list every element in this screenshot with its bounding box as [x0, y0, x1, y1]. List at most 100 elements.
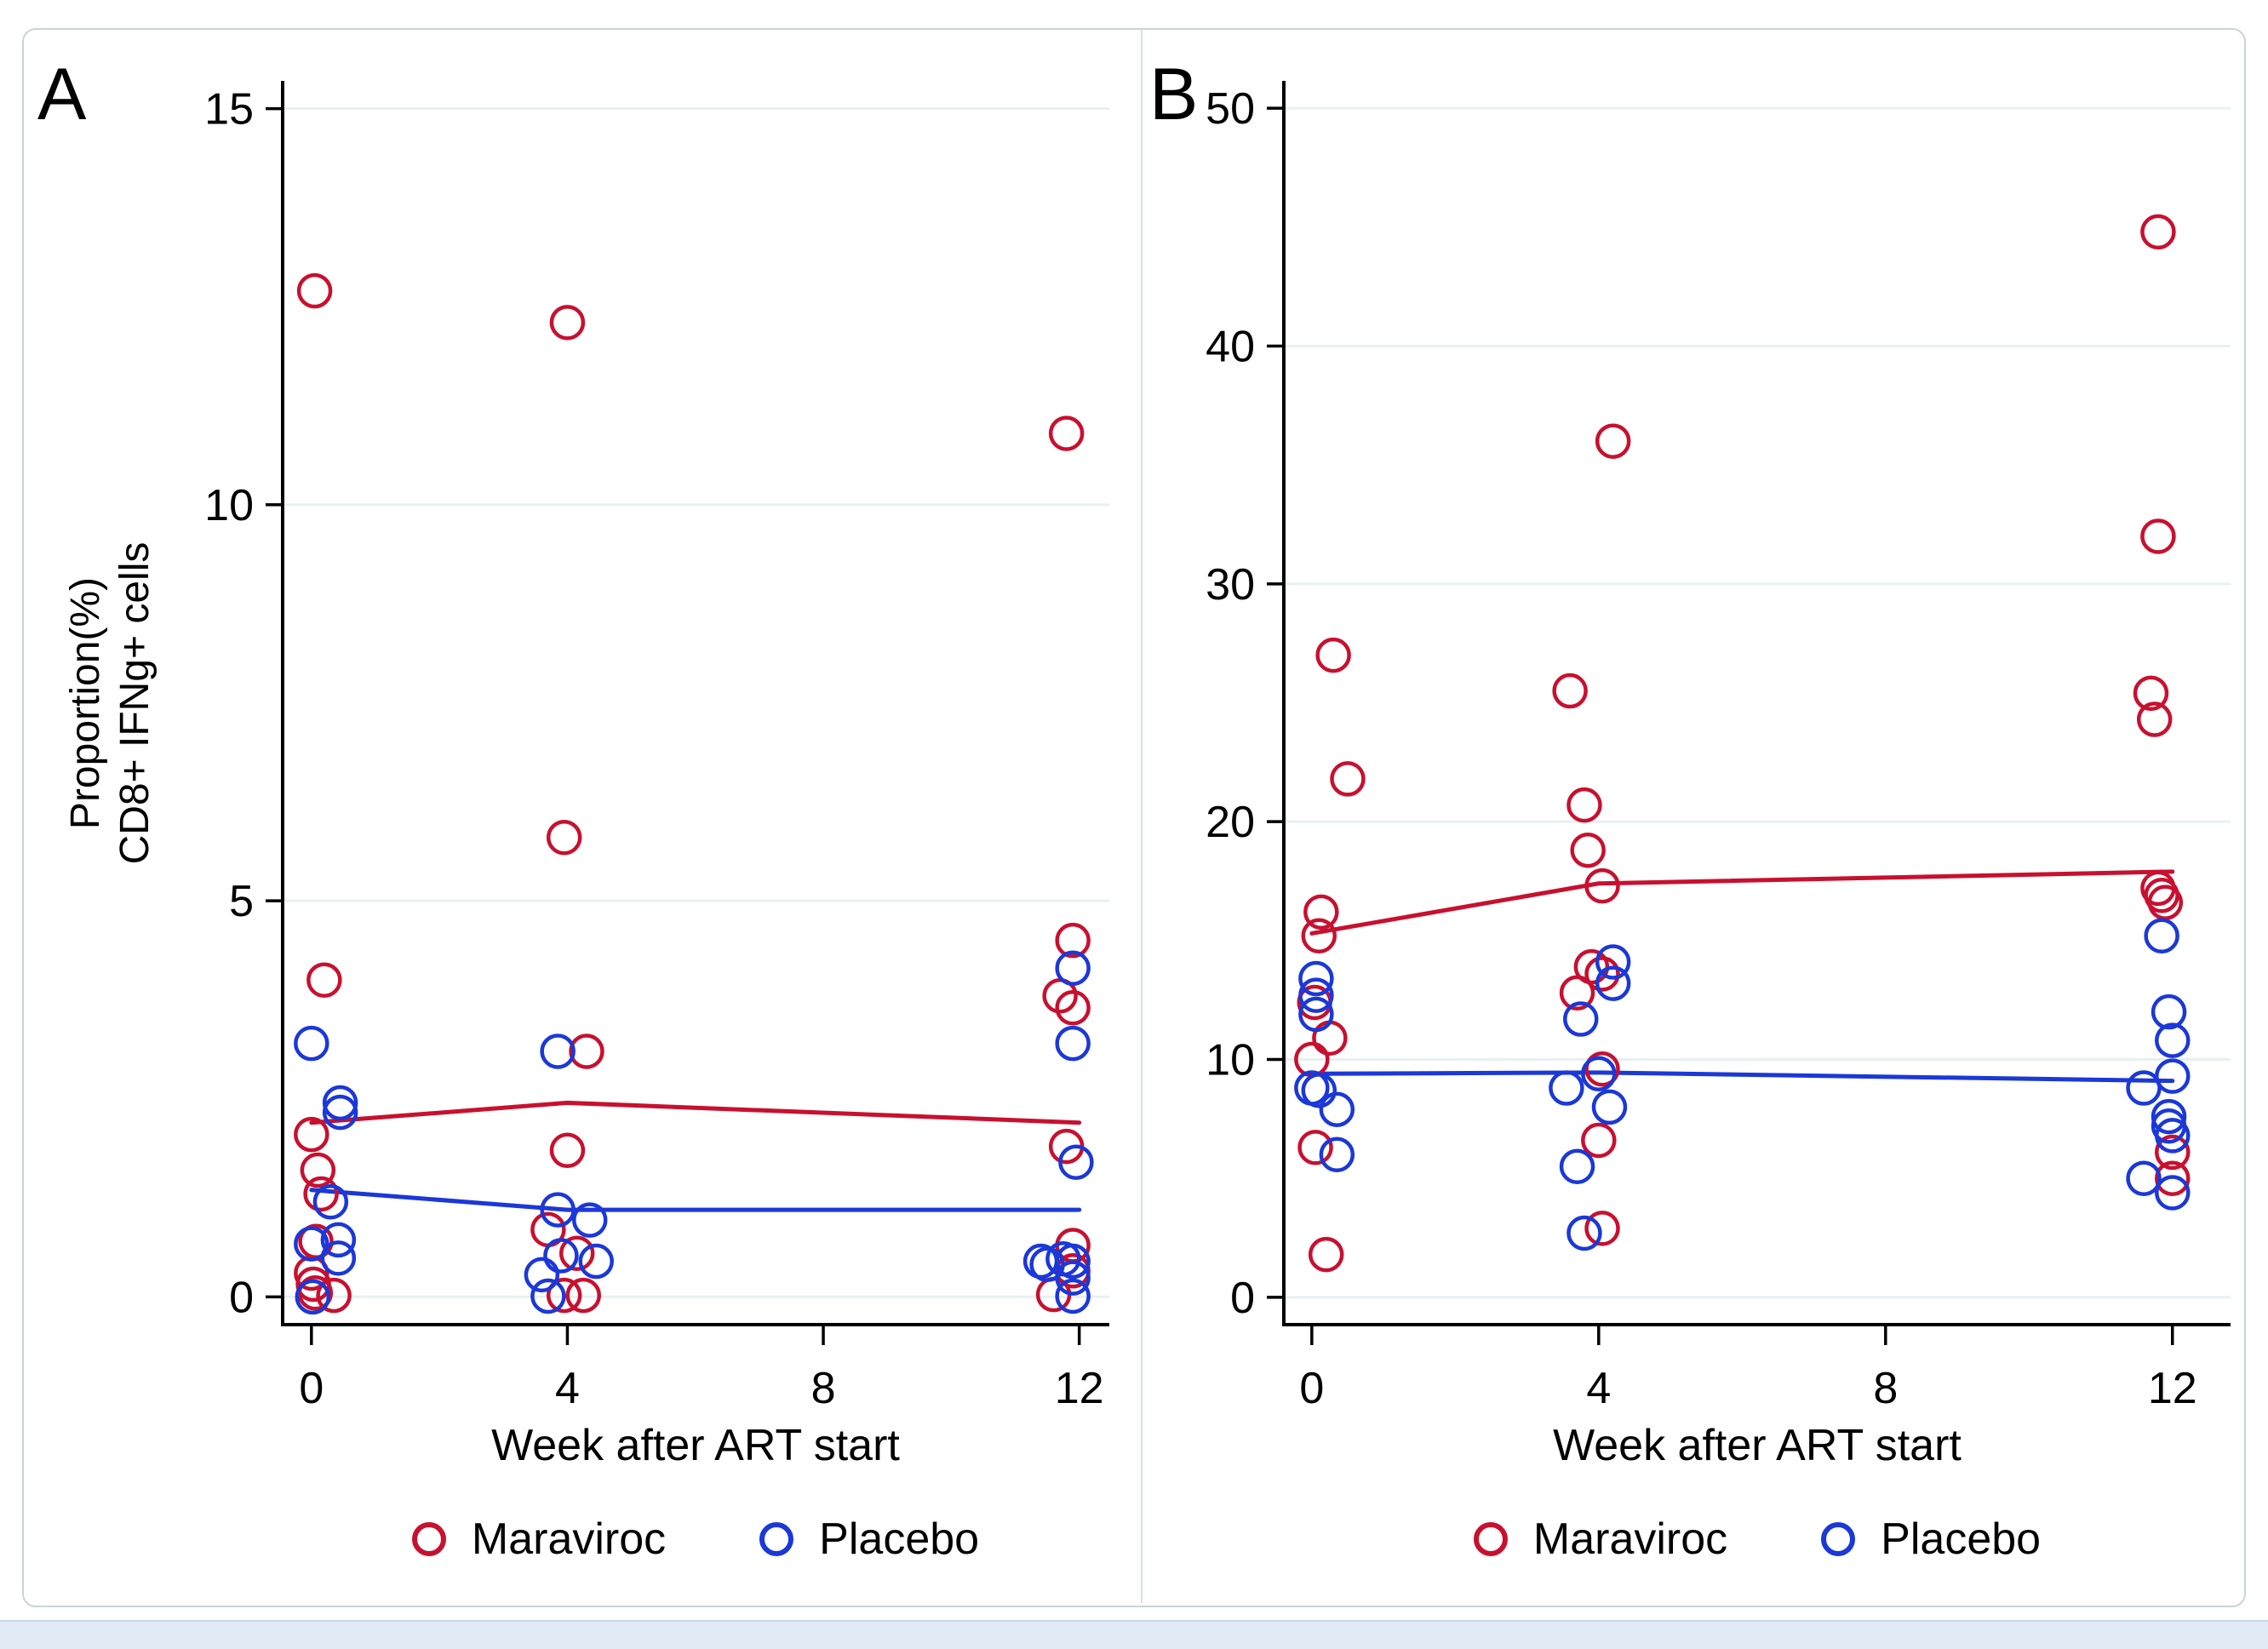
data-point-placebo — [2155, 1175, 2191, 1211]
trend-line-placebo — [1309, 1070, 2175, 1084]
data-point-maraviroc — [306, 962, 342, 998]
panel-a-letter: A — [37, 54, 87, 135]
data-point-placebo — [540, 1192, 576, 1228]
data-point-maraviroc — [1584, 1211, 1620, 1246]
data-point-placebo — [1566, 1215, 1602, 1251]
data-point-maraviroc — [1301, 918, 1337, 954]
data-point-maraviroc — [546, 819, 582, 856]
data-point-placebo — [1298, 960, 1334, 997]
legend-label-maraviroc: Maraviroc — [1532, 1514, 1728, 1564]
data-point-placebo — [1563, 1001, 1599, 1037]
data-point-maraviroc — [1308, 1236, 1344, 1273]
trend-line-placebo — [309, 1188, 1082, 1212]
data-point-maraviroc — [1584, 956, 1620, 992]
panel-b-letter: B — [1149, 54, 1199, 135]
data-point-placebo — [524, 1257, 560, 1293]
data-point-maraviroc — [300, 1152, 336, 1188]
x-tick-label-0: 0 — [299, 1364, 324, 1413]
data-point-placebo — [1055, 1025, 1091, 1062]
y-tick-label-5: 5 — [229, 877, 254, 926]
x-tick-label-4: 4 — [555, 1364, 580, 1413]
data-point-maraviroc — [1552, 673, 1588, 709]
data-point-maraviroc — [1048, 415, 1085, 451]
x-tick-label-4: 4 — [1586, 1364, 1611, 1413]
data-point-maraviroc — [2136, 701, 2173, 737]
data-point-maraviroc — [1315, 637, 1351, 673]
data-point-maraviroc — [1566, 787, 1602, 823]
data-point-placebo — [1319, 1091, 1355, 1127]
panel-divider — [1141, 30, 1143, 1603]
data-point-maraviroc — [1297, 1130, 1333, 1165]
x-axis-title-panel-b: Week after ART start — [1553, 1421, 1962, 1470]
legend-label-placebo: Placebo — [819, 1514, 980, 1564]
legend-label-maraviroc: Maraviroc — [471, 1514, 667, 1564]
data-point-placebo — [1591, 1089, 1628, 1125]
data-point-maraviroc — [1055, 990, 1091, 1026]
data-point-placebo — [294, 1025, 329, 1062]
data-point-placebo — [540, 1033, 576, 1069]
data-point-maraviroc — [1330, 761, 1366, 797]
data-point-placebo — [320, 1240, 357, 1276]
placebo-marker-icon — [759, 1522, 794, 1556]
data-point-placebo — [1298, 996, 1334, 1033]
data-point-maraviroc — [1559, 975, 1595, 1011]
placebo-marker-icon — [1821, 1522, 1856, 1556]
y-tick-label-20: 20 — [1206, 798, 1255, 847]
data-point-maraviroc — [294, 1116, 329, 1153]
data-point-maraviroc — [1303, 894, 1339, 930]
data-point-placebo — [2151, 993, 2187, 1030]
data-point-maraviroc — [1312, 1020, 1348, 1056]
data-point-placebo — [1298, 977, 1334, 1013]
data-point-maraviroc — [549, 305, 586, 341]
legend-panel-a: Maraviroc Placebo — [312, 1514, 1079, 1565]
data-point-placebo — [1319, 1137, 1355, 1173]
legend-item-maraviroc: Maraviroc — [1473, 1514, 1728, 1565]
data-point-maraviroc — [1584, 867, 1620, 904]
x-tick-label-12: 12 — [2148, 1364, 2197, 1413]
data-point-maraviroc — [297, 1275, 334, 1311]
data-point-placebo — [2126, 1160, 2162, 1196]
data-point-placebo — [2144, 918, 2179, 954]
data-point-placebo — [1595, 965, 1631, 1001]
data-point-maraviroc — [2140, 214, 2176, 250]
data-point-maraviroc — [549, 1132, 586, 1169]
data-point-maraviroc — [565, 1277, 601, 1314]
data-point-maraviroc — [2155, 1134, 2191, 1171]
legend-item-placebo: Placebo — [759, 1514, 979, 1565]
data-point-maraviroc — [1584, 1051, 1620, 1087]
data-point-placebo — [2155, 1118, 2191, 1154]
data-point-placebo — [1595, 944, 1631, 980]
data-point-placebo — [2126, 1070, 2162, 1106]
data-point-placebo — [1581, 1056, 1617, 1092]
data-point-maraviroc — [1595, 423, 1631, 459]
data-point-maraviroc — [546, 1277, 582, 1314]
data-point-placebo — [1301, 1073, 1337, 1108]
data-point-maraviroc — [296, 272, 333, 309]
data-point-maraviroc — [569, 1033, 604, 1069]
x-tick-label-8: 8 — [1873, 1364, 1898, 1413]
data-point-placebo — [312, 1184, 349, 1220]
data-point-placebo — [322, 1085, 358, 1121]
y-tick-label-10: 10 — [1206, 1036, 1255, 1085]
maraviroc-marker-icon — [1473, 1522, 1508, 1556]
figure-border — [22, 28, 2246, 1607]
legend-panel-b: Maraviroc Placebo — [1374, 1514, 2140, 1565]
bottom-strip — [0, 1620, 2268, 1649]
x-tick-label-8: 8 — [811, 1364, 836, 1413]
data-point-placebo — [1055, 1260, 1091, 1296]
y-tick-label-0: 0 — [1230, 1274, 1255, 1323]
data-point-maraviroc — [316, 1277, 352, 1314]
data-point-placebo — [295, 1279, 331, 1315]
y-tick-label-15: 15 — [204, 85, 254, 135]
data-point-placebo — [1549, 1070, 1584, 1106]
data-point-maraviroc — [2133, 675, 2169, 712]
data-point-placebo — [1058, 1144, 1094, 1180]
data-point-placebo — [2155, 1022, 2191, 1058]
x-axis-title-panel-a: Week after ART start — [491, 1421, 900, 1470]
trend-line-maraviroc — [309, 1100, 1082, 1125]
legend-label-placebo: Placebo — [1881, 1514, 2042, 1564]
legend-item-maraviroc: Maraviroc — [411, 1514, 667, 1565]
data-point-placebo — [2155, 1058, 2191, 1094]
data-point-maraviroc — [1570, 832, 1606, 868]
